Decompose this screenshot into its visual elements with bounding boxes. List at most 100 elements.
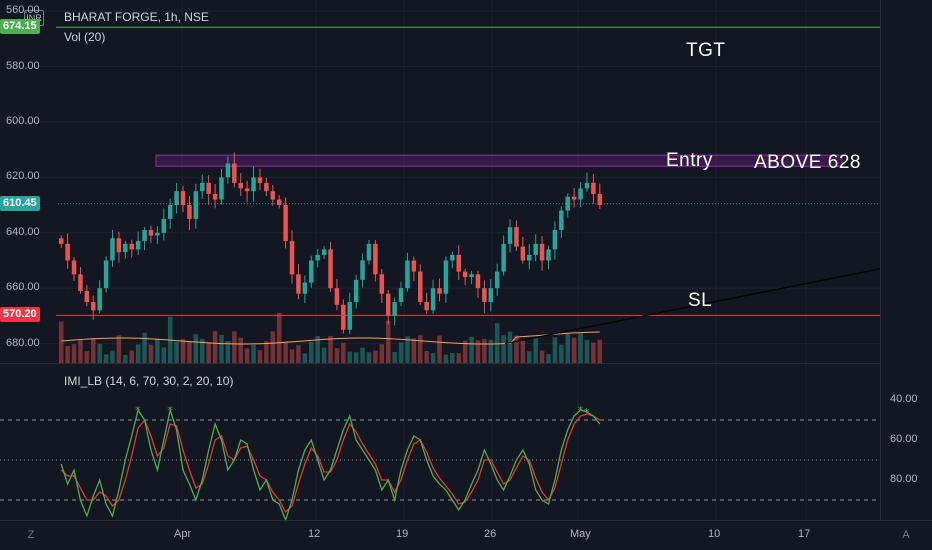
candle-body: [405, 260, 410, 289]
time-axis-tick: 12: [308, 528, 321, 540]
candle-body: [501, 243, 506, 272]
price-axis-tick: 640.00: [6, 225, 40, 238]
candle-body: [488, 288, 494, 303]
volume-bars: [58, 312, 603, 363]
candle-body: [334, 288, 340, 305]
candle-body: [84, 290, 90, 303]
target-price-badge: 674.15: [0, 19, 40, 35]
auto-scale-button[interactable]: A: [902, 529, 910, 541]
volume-bar: [565, 333, 570, 363]
time-axis-tick: May: [570, 528, 591, 540]
candle-body: [507, 227, 513, 244]
candle-body: [552, 229, 558, 250]
volume-bar: [110, 350, 115, 363]
stop-price-badge: 570.20: [0, 307, 40, 323]
candle-body: [520, 246, 526, 261]
candle-body: [591, 182, 596, 194]
volume-bar: [58, 321, 64, 363]
volume-bar: [443, 354, 449, 363]
volume-bar: [193, 334, 199, 363]
candle-body: [289, 241, 295, 275]
candle-body: [443, 260, 449, 294]
volume-bar: [283, 342, 288, 363]
candle-body: [276, 199, 282, 206]
candle-body: [161, 218, 167, 233]
volume-bar: [392, 351, 397, 363]
signal-mark: *: [584, 406, 590, 419]
candle-body: [584, 182, 590, 189]
candle-body: [392, 302, 397, 316]
zoom-button[interactable]: Z: [27, 529, 35, 541]
oscillator-reference-lines: [0, 419, 880, 501]
candle-body: [462, 271, 468, 278]
candle-body: [456, 254, 461, 272]
price-axis-tick: 660.00: [6, 281, 40, 294]
oscillator-legend[interactable]: IMI_LB (14, 6, 70, 30, 2, 20, 10): [64, 374, 234, 388]
volume-bar: [559, 344, 564, 363]
candle-body: [58, 238, 64, 244]
time-axis-tick: 10: [708, 528, 721, 540]
signal-mark: *: [578, 404, 584, 417]
last-price-badge: 610.45: [0, 195, 40, 211]
candle-body: [578, 188, 583, 200]
candle-body: [565, 196, 570, 211]
volume-bar: [65, 346, 70, 363]
volume-bar: [424, 350, 429, 363]
entry-annotation: Entry: [666, 150, 713, 171]
candle-body: [430, 288, 436, 311]
candle-body: [212, 193, 218, 200]
candle-body: [328, 249, 333, 289]
volume-bar: [475, 340, 481, 363]
price-axis-tick: 560.00: [6, 4, 40, 17]
candle-body: [398, 288, 404, 303]
candle-body: [597, 193, 603, 206]
volume-legend[interactable]: Vol (20): [64, 30, 106, 44]
candle-body: [264, 182, 269, 192]
volume-bar: [527, 351, 532, 363]
candle-body: [110, 238, 115, 261]
volume-bar: [116, 335, 122, 363]
volume-bar: [411, 338, 417, 363]
candle-body: [309, 260, 314, 283]
candle-body: [283, 205, 288, 242]
candle-body: [155, 232, 160, 236]
candle-body: [142, 229, 147, 242]
volume-bar: [334, 348, 340, 363]
trendline: [504, 268, 881, 345]
volume-bar: [129, 350, 134, 363]
candle-body: [450, 254, 455, 261]
symbol-title[interactable]: BHARAT FORGE, 1h, NSE: [64, 10, 209, 24]
entry-condition-annotation: ABOVE 628: [754, 152, 861, 173]
candle-body: [193, 191, 199, 219]
volume-bar: [161, 347, 167, 363]
candle-body: [187, 205, 192, 219]
oscillator-slow-line: [60, 413, 601, 514]
volume-bar: [494, 323, 500, 363]
volume-bar: [456, 353, 461, 363]
candle-body: [302, 282, 308, 294]
candle-body: [437, 288, 442, 294]
price-axis-tick: 620.00: [6, 170, 40, 183]
candle-body: [533, 243, 538, 255]
volume-bar: [584, 340, 590, 363]
volume-ma-line: [61, 331, 600, 345]
candle-body: [65, 243, 70, 261]
volume-bar: [71, 344, 77, 363]
volume-bar: [212, 331, 218, 363]
candle-body: [251, 177, 256, 192]
volume-bar: [398, 342, 404, 363]
oscillator-axis-tick: 40.00: [890, 393, 918, 405]
candle-body: [385, 293, 391, 316]
volume-bar: [315, 336, 320, 363]
volume-bar: [257, 350, 263, 363]
volume-bar: [571, 337, 577, 363]
candle-body: [206, 182, 211, 194]
candle-body: [360, 260, 365, 280]
candle-body: [97, 288, 102, 311]
volume-bar: [276, 312, 282, 363]
volume-bar: [270, 331, 276, 363]
volume-bar: [539, 350, 545, 363]
oscillator-signal-marks: * * * *: [135, 404, 590, 419]
volume-bar: [103, 354, 109, 363]
